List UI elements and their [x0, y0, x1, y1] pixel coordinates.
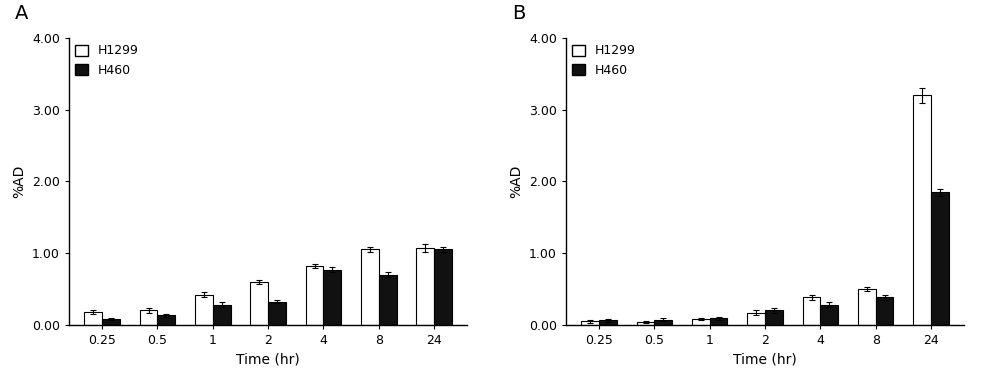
- Bar: [85, 312, 102, 325]
- X-axis label: Time (hr): Time (hr): [733, 352, 797, 366]
- Bar: [913, 96, 931, 325]
- Y-axis label: %AD: %AD: [509, 165, 523, 198]
- Bar: [931, 192, 949, 325]
- Bar: [654, 320, 672, 325]
- Bar: [434, 249, 452, 325]
- Bar: [582, 321, 599, 325]
- Bar: [637, 322, 654, 325]
- Bar: [140, 310, 157, 325]
- Bar: [195, 295, 213, 325]
- Bar: [766, 310, 783, 325]
- Bar: [748, 312, 766, 325]
- Legend: H1299, H460: H1299, H460: [73, 42, 141, 79]
- Bar: [157, 316, 175, 325]
- Bar: [858, 289, 876, 325]
- Bar: [709, 318, 727, 325]
- Bar: [876, 298, 893, 325]
- Text: B: B: [512, 4, 525, 23]
- Y-axis label: %AD: %AD: [12, 165, 27, 198]
- Bar: [416, 248, 434, 325]
- Bar: [821, 305, 838, 325]
- Bar: [102, 319, 120, 325]
- Bar: [268, 302, 285, 325]
- Bar: [306, 266, 324, 325]
- Text: A: A: [15, 4, 29, 23]
- Bar: [324, 270, 341, 325]
- Bar: [213, 305, 230, 325]
- Bar: [599, 320, 617, 325]
- Bar: [379, 275, 397, 325]
- Bar: [692, 319, 709, 325]
- X-axis label: Time (hr): Time (hr): [236, 352, 300, 366]
- Bar: [250, 282, 268, 325]
- Bar: [803, 298, 821, 325]
- Legend: H1299, H460: H1299, H460: [570, 42, 638, 79]
- Bar: [361, 249, 379, 325]
